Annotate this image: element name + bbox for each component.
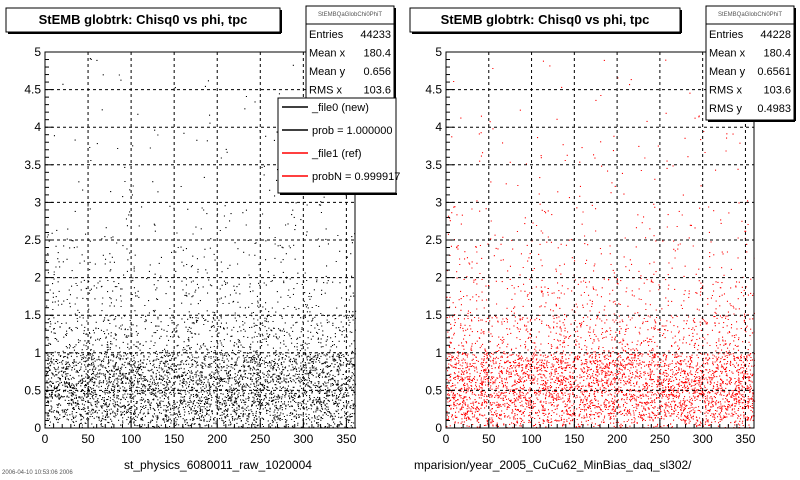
stats-name: StEMBQaGlobChi0PhiT	[318, 12, 382, 18]
x-tick-label: 0	[42, 432, 49, 446]
x-tick-label: 100	[121, 432, 141, 446]
legend: _file0 (new) prob = 1.000000 _file1 (ref) p…	[277, 97, 400, 195]
stats-value: 0.6561	[757, 66, 791, 78]
y-tick-label: 1	[435, 346, 442, 360]
legend-label: prob = 1.000000	[312, 125, 392, 137]
stats-value: 180.4	[763, 48, 791, 60]
y-tick-label: 4.5	[425, 83, 442, 97]
y-tick-label: 0	[34, 421, 41, 435]
y-axis: 0 0.5 1 1.5 2 2.5 3 3.5 4 4.5 5	[24, 45, 53, 435]
stats-value: 44233	[360, 29, 391, 41]
y-tick-label: 2	[435, 271, 442, 285]
scatter-marks	[446, 56, 756, 429]
y-tick-label: 2.5	[24, 233, 41, 247]
stats-label: RMS x	[309, 85, 343, 97]
y-tick-label: 3	[435, 195, 442, 209]
stats-label: Mean y	[709, 66, 746, 78]
stats-label: Mean x	[709, 48, 746, 60]
y-tick-label: 2	[34, 271, 41, 285]
legend-label: _file1 (ref)	[311, 148, 362, 160]
chart-title: StEMB globtrk: Chisq0 vs phi, tpc	[39, 12, 248, 27]
y-tick-label: 4	[435, 120, 442, 134]
y-axis: 0 0.5 1 1.5 2 2.5 3 3.5 4 4.5 5	[425, 45, 454, 435]
y-tick-label: 5	[34, 45, 41, 59]
side-timestamp: 2006-04-10 10:53:06 2006	[2, 470, 73, 476]
x-tick-label: 100	[522, 432, 542, 446]
stats-label: Entries	[709, 29, 744, 41]
y-tick-label: 4	[34, 120, 41, 134]
stats-label: RMS y	[709, 103, 743, 115]
stats-box: StEMBQaGlobChi0PhiT Entries 44233 Mean x 180…	[305, 5, 396, 100]
y-tick-label: 2.5	[425, 233, 442, 247]
y-tick-label: 4.5	[24, 83, 41, 97]
y-tick-label: 1	[34, 346, 41, 360]
title-box	[409, 7, 681, 33]
stats-name: StEMBQaGlobChi0PhiT	[718, 12, 782, 18]
stats-value: 0.4983	[757, 103, 791, 115]
y-tick-label: 1.5	[24, 308, 41, 322]
x-tick-label: 50	[81, 432, 95, 446]
scatter-points	[446, 56, 756, 429]
x-tick-label: 0	[443, 432, 450, 446]
x-tick-label: 150	[564, 432, 584, 446]
chart-title: StEMB globtrk: Chisq0 vs phi, tpc	[441, 12, 650, 27]
stats-value: 180.4	[363, 48, 391, 60]
y-tick-label: 1.5	[425, 308, 442, 322]
stats-label: RMS x	[709, 85, 743, 97]
x-axis: 0 50 100 150 200 250 300 350	[42, 420, 357, 446]
stats-box: StEMBQaGlobChi0PhiT Entries 44228 Mean x 180…	[705, 5, 796, 122]
y-tick-label: 0	[435, 421, 442, 435]
y-tick-label: 3.5	[425, 158, 442, 172]
legend-label: _file0 (new)	[311, 102, 369, 114]
grid	[446, 52, 754, 428]
x-tick-label: 150	[164, 432, 184, 446]
chart-panel-0: 0 50 100 150 200 250 300 350 0 0.5 1 1.5 2 2.5 3 3.5 4 4.…	[5, 5, 400, 446]
stats-value: 0.656	[363, 66, 391, 78]
y-tick-label: 0.5	[425, 383, 442, 397]
stats-label: Entries	[309, 29, 344, 41]
legend-label: probN = 0.999917	[312, 171, 400, 183]
x-tick-label: 200	[607, 432, 627, 446]
stats-value: 103.6	[763, 85, 791, 97]
x-tick-label: 50	[482, 432, 496, 446]
stats-label: Mean y	[309, 66, 346, 78]
stats-value: 103.6	[363, 85, 391, 97]
y-tick-label: 5	[435, 45, 442, 59]
chart-panel-1: 0 50 100 150 200 250 300 350 0 0.5 1 1.5 2 2.5 3 3.5 4 4.…	[409, 5, 796, 446]
x-tick-label: 250	[650, 432, 670, 446]
y-tick-label: 3	[34, 195, 41, 209]
x-tick-label: 350	[336, 432, 356, 446]
x-tick-label: 300	[693, 432, 713, 446]
stats-value: 44228	[760, 29, 791, 41]
title-box	[5, 7, 281, 33]
x-tick-label: 200	[207, 432, 227, 446]
left-footer-filename: st_physics_6080011_raw_1020004	[124, 458, 312, 472]
x-axis: 0 50 100 150 200 250 300 350	[443, 420, 756, 446]
y-tick-label: 0.5	[24, 383, 41, 397]
y-tick-label: 3.5	[24, 158, 41, 172]
right-footer-filename: mparision/year_2005_CuCu62_MinBias_daq_s…	[414, 458, 692, 472]
stats-label: Mean x	[309, 48, 346, 60]
x-tick-label: 250	[250, 432, 270, 446]
x-tick-label: 300	[293, 432, 313, 446]
x-tick-label: 350	[735, 432, 755, 446]
